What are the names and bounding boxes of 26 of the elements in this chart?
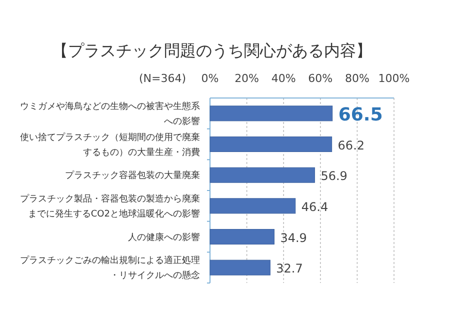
x-tick-label: 80% [344, 72, 370, 85]
bar [210, 106, 333, 122]
data-label: 66.5 [338, 104, 383, 126]
data-label: 32.7 [276, 262, 303, 276]
x-tick-label: 0% [201, 72, 219, 85]
y-tick-label: ウミガメや海鳥などの生物への被害や生態系への影響 [20, 100, 200, 127]
y-tick-label: 人の健康への影響 [128, 232, 200, 243]
bar [210, 229, 274, 244]
x-tick-label: 40% [271, 72, 296, 85]
bar [210, 136, 332, 152]
data-label: 66.2 [338, 138, 365, 152]
data-label: 46.4 [301, 200, 328, 214]
x-tick-label: 100% [378, 72, 410, 85]
data-label: 56.9 [320, 169, 348, 184]
data-label: 34.9 [280, 230, 307, 245]
y-tick-label: プラスチックごみの輸出規制による適正処理・リサイクルへの懸念 [20, 255, 200, 282]
y-tick-label: プラスチック容器包装の大量廃棄 [65, 170, 200, 182]
bar [210, 260, 270, 276]
bar [210, 167, 315, 183]
x-tick-label: 20% [234, 72, 260, 85]
bar [210, 198, 296, 214]
y-tick-label: 使い捨てプラスチック（短期間の使用で廃棄するもの）の大量生産・消費 [20, 132, 200, 158]
text: (N=364) [138, 72, 186, 85]
x-tick-label: 60% [308, 72, 333, 85]
y-tick-label: プラスチック製品・容器包装の製造から廃棄までに発生するCO2と地球温暖化への影響 [20, 193, 200, 220]
chart-title: 【プラスチック問題のうち関心がある内容】 [52, 41, 372, 60]
